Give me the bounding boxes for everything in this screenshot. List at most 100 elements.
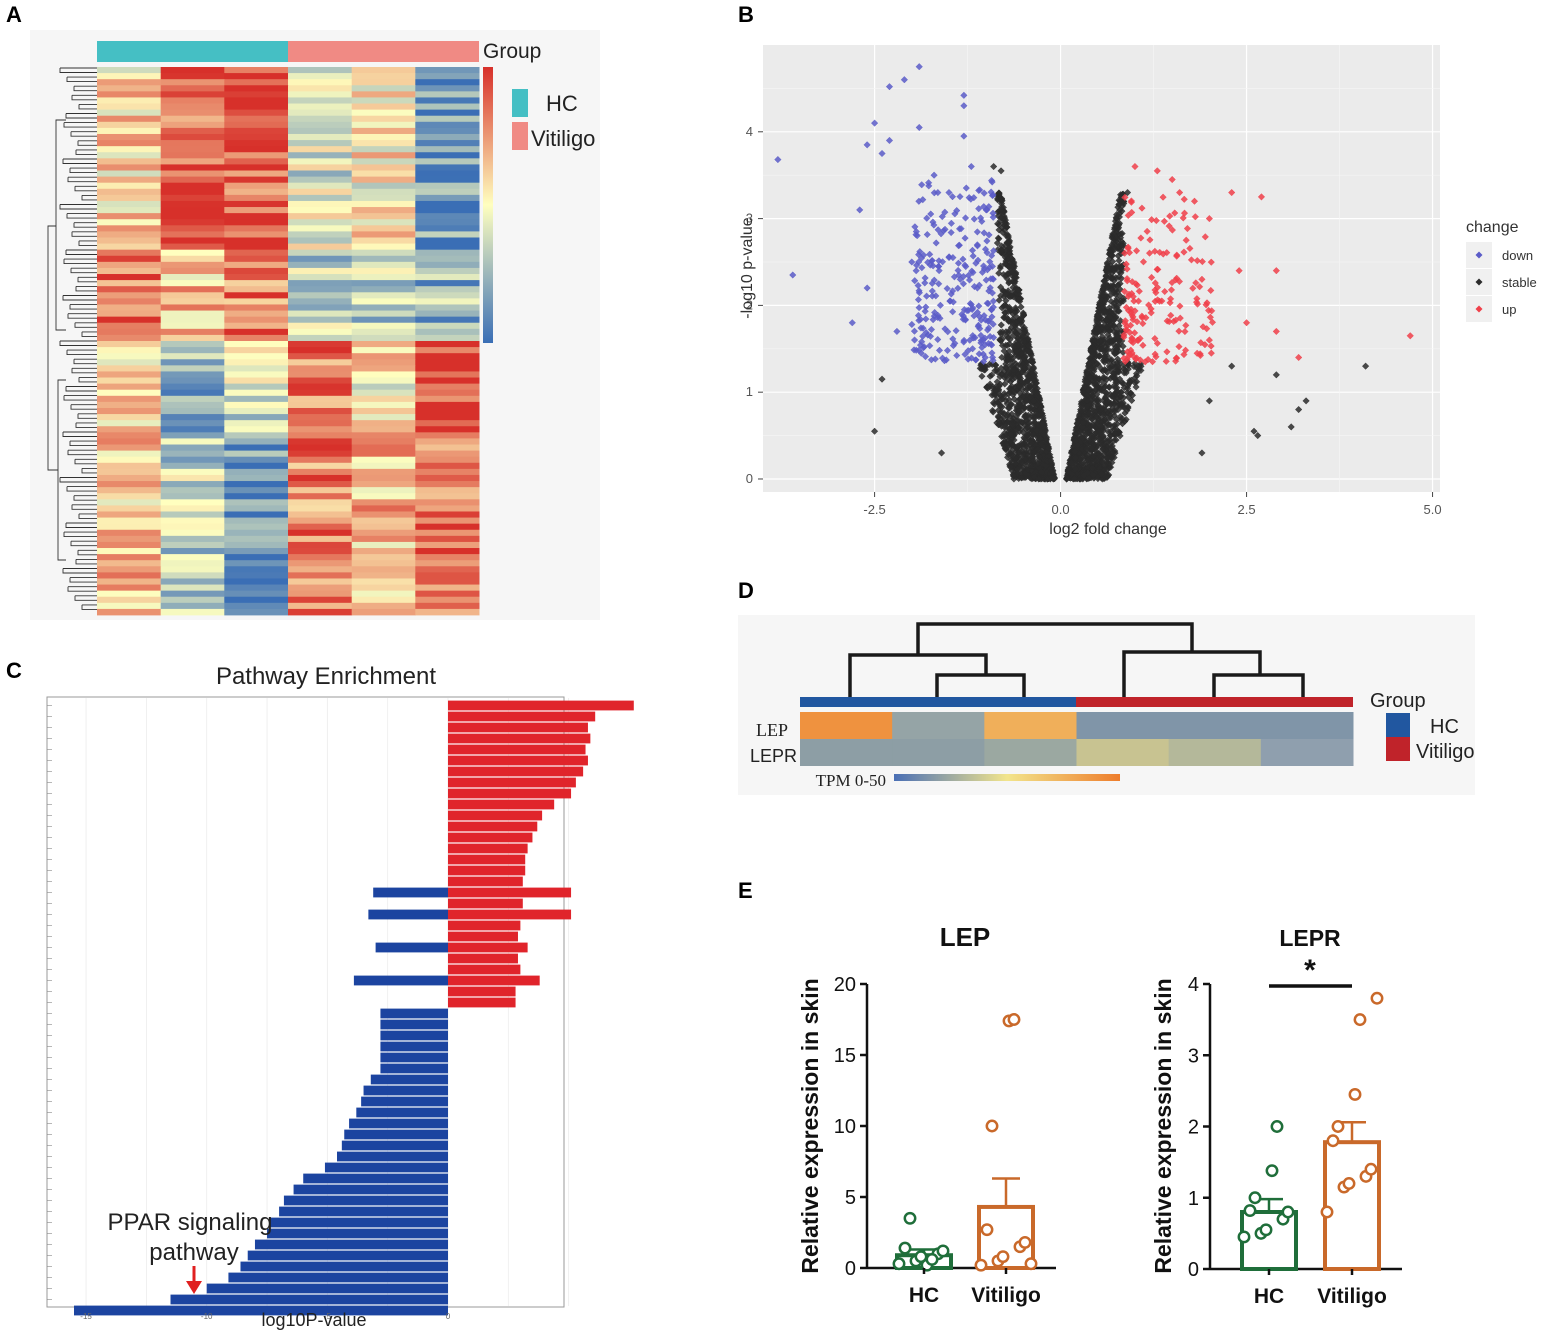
volcano-point-up: [1129, 293, 1137, 301]
heatmap-a-cell: [224, 274, 289, 281]
volcano-point-down: [989, 191, 997, 199]
heatmap-a-cell: [351, 176, 416, 184]
lepr-chart-x-tick-label: Vitiligo: [1317, 1285, 1387, 1308]
heatmap-a-cell: [160, 67, 225, 74]
volcano-point-up: [1146, 236, 1154, 244]
heatmap-a-cell: [160, 353, 225, 360]
volcano-point-down: [988, 176, 996, 185]
volcano-point-stable: [1110, 411, 1118, 420]
heatmap-a-cell: [288, 572, 353, 579]
heatmap-a-cell: [224, 322, 289, 330]
volcano-point-down: [918, 181, 926, 189]
volcano-point-stable: [1037, 468, 1045, 476]
bar-chart-c-bar-down: [303, 1173, 448, 1184]
heatmap-a-cell: [224, 280, 289, 287]
heatmap-a-cell: [97, 225, 162, 232]
heatmap-a-cell: [415, 207, 480, 214]
heatmap-a-cell: [415, 529, 480, 537]
volcano-point-stable: [1018, 321, 1026, 329]
bar-chart-c-bar-up: [448, 744, 586, 755]
heatmap-a-cell: [351, 158, 416, 165]
volcano-point-stable: [1104, 263, 1113, 271]
volcano-point-down: [977, 331, 985, 340]
bar-chart-c-bar-up: [448, 788, 572, 799]
volcano-point-stable: [1019, 428, 1027, 436]
heatmap-a-cell: [415, 158, 480, 165]
volcano-point-stable: [1205, 397, 1213, 405]
volcano-point-up: [1175, 343, 1183, 351]
bar-chart-c-bar-down: [380, 1041, 448, 1052]
heatmap-a-cell: [97, 541, 162, 549]
volcano-point-stable: [1120, 365, 1128, 373]
volcano-point-stable: [1015, 373, 1024, 381]
heatmap-a-cell: [288, 359, 353, 366]
heatmap-a-cell: [97, 517, 162, 525]
bar-chart-c-bar-up: [448, 986, 516, 997]
volcano-point-up: [1148, 216, 1156, 224]
heatmap-a-cell: [351, 219, 416, 226]
bar-chart-c-bar-down: [341, 1140, 448, 1151]
heatmap-a-cell: [97, 590, 162, 598]
lepr-chart-y-tick-label: 0: [1188, 1259, 1199, 1281]
volcano-point-stable: [1011, 374, 1019, 382]
volcano-point-stable: [1034, 445, 1042, 454]
heatmap-a-cell: [351, 280, 416, 287]
volcano-point-stable: [1025, 363, 1033, 371]
heatmap-a-cell: [415, 292, 480, 299]
heatmap-a-cell: [160, 438, 225, 445]
volcano-point-down: [921, 279, 929, 287]
heatmap-a-cell: [415, 310, 480, 318]
heatmap-a-cell: [415, 401, 480, 409]
heatmap-a-cell: [351, 249, 416, 257]
volcano-point-stable: [1118, 420, 1127, 428]
volcano-point-stable: [1089, 453, 1098, 461]
heatmap-a-cell: [160, 304, 225, 311]
volcano-point-down: [989, 275, 997, 283]
heatmap-a-cell: [97, 182, 162, 190]
volcano-point-stable: [1108, 442, 1116, 450]
bar-chart-c-bar-up: [448, 931, 518, 942]
heatmap-a-cell: [224, 529, 289, 537]
ppar-arrow-icon: [186, 1281, 202, 1294]
volcano-point-stable: [1071, 448, 1079, 456]
volcano-point-down: [985, 324, 993, 332]
heatmap-a-cell: [351, 493, 416, 500]
volcano-point-stable: [1007, 463, 1015, 471]
heatmap-d-row-label-lep: LEP: [756, 720, 788, 740]
heatmap-a-cell: [415, 304, 480, 311]
heatmap-a-cell: [97, 608, 162, 616]
volcano-point-stable: [1013, 442, 1021, 451]
volcano-point-down: [908, 258, 916, 266]
heatmap-a-cell: [415, 255, 480, 263]
volcano-point-down: [926, 332, 935, 340]
heatmap-a-cell: [97, 67, 162, 74]
heatmap-a-cell: [160, 164, 225, 171]
heatmap-a-cell: [288, 462, 353, 470]
heatmap-a-cell: [351, 377, 416, 385]
volcano-point-up: [1153, 265, 1161, 273]
heatmap-a-cell: [224, 487, 289, 494]
volcano-point-up: [1154, 296, 1162, 304]
volcano-point-down: [936, 301, 944, 309]
volcano-point-stable: [1029, 397, 1038, 405]
volcano-point-stable: [995, 296, 1003, 304]
volcano-point-down: [912, 267, 920, 275]
lep-chart-y-tick-label: 15: [834, 1045, 856, 1067]
volcano-point-stable: [1110, 238, 1118, 246]
heatmap-a-cell: [288, 481, 353, 488]
volcano-point-stable: [1087, 400, 1095, 408]
volcano-point-stable: [1250, 427, 1258, 435]
heatmap-a-cell: [224, 395, 289, 403]
volcano-point-stable: [1104, 454, 1112, 462]
volcano-point-stable: [997, 246, 1006, 254]
volcano-point-down: [956, 193, 964, 201]
heatmap-d-cell: [1168, 712, 1262, 739]
volcano-point-stable: [1085, 360, 1093, 368]
volcano-point-down: [934, 188, 942, 197]
heatmap-a-cell: [160, 341, 225, 348]
volcano-point-down: [919, 324, 927, 332]
heatmap-a-cell: [288, 176, 353, 184]
volcano-point-stable: [1021, 469, 1029, 477]
volcano-point-up: [1180, 209, 1189, 217]
volcano-point-down: [983, 299, 991, 307]
